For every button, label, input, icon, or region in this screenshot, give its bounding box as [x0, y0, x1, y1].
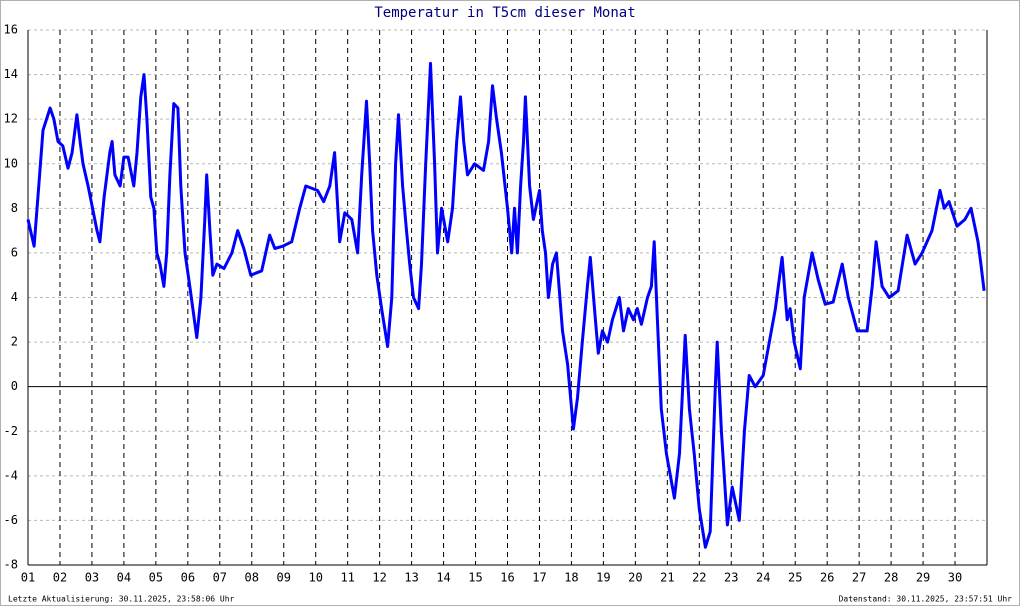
x-tick-label: 27: [852, 571, 866, 585]
x-tick-label: 14: [436, 571, 450, 585]
footer-right: Datenstand: 30.11.2025, 23:57:51 Uhr: [839, 595, 1013, 604]
x-tick-label: 17: [532, 571, 546, 585]
y-tick-label: 0: [11, 379, 18, 393]
x-tick-label: 24: [756, 571, 770, 585]
y-tick-label: 12: [4, 112, 18, 126]
x-tick-label: 11: [340, 571, 354, 585]
y-tick-label: -6: [4, 513, 18, 527]
x-tick-label: 04: [117, 571, 131, 585]
y-tick-label: 8: [11, 201, 18, 215]
x-tick-label: 06: [181, 571, 195, 585]
y-tick-label: 10: [4, 156, 18, 170]
x-tick-label: 29: [916, 571, 930, 585]
x-tick-label: 18: [564, 571, 578, 585]
x-tick-label: 22: [692, 571, 706, 585]
y-tick-label: 16: [4, 23, 18, 37]
x-tick-label: 13: [404, 571, 418, 585]
x-tick-label: 03: [85, 571, 99, 585]
y-tick-label: -8: [4, 558, 18, 572]
y-tick-label: 6: [11, 245, 18, 259]
x-tick-label: 20: [628, 571, 642, 585]
temperature-line: [26, 61, 986, 549]
x-tick-label: 09: [277, 571, 291, 585]
x-tick-label: 28: [884, 571, 898, 585]
y-tick-label: -2: [4, 424, 18, 438]
x-tick-label: 26: [820, 571, 834, 585]
y-tick-label: 2: [11, 335, 18, 349]
x-tick-label: 16: [500, 571, 514, 585]
chart-title: Temperatur in T5cm dieser Monat: [374, 5, 635, 21]
x-tick-label: 05: [149, 571, 163, 585]
footer-left: Letzte Aktualisierung: 30.11.2025, 23:58…: [8, 595, 235, 604]
y-tick-label: 4: [11, 290, 18, 304]
x-tick-label: 25: [788, 571, 802, 585]
y-tick-label: 14: [4, 67, 18, 81]
x-tick-label: 07: [213, 571, 227, 585]
x-tick-label: 01: [21, 571, 35, 585]
x-tick-label: 10: [308, 571, 322, 585]
x-tick-label: 19: [596, 571, 610, 585]
y-tick-label: -4: [4, 468, 18, 482]
x-tick-label: 21: [660, 571, 674, 585]
x-tick-label: 02: [53, 571, 67, 585]
x-tick-label: 30: [948, 571, 962, 585]
x-tick-label: 23: [724, 571, 738, 585]
x-tick-label: 12: [372, 571, 386, 585]
x-tick-label: 15: [468, 571, 482, 585]
x-tick-label: 08: [245, 571, 259, 585]
